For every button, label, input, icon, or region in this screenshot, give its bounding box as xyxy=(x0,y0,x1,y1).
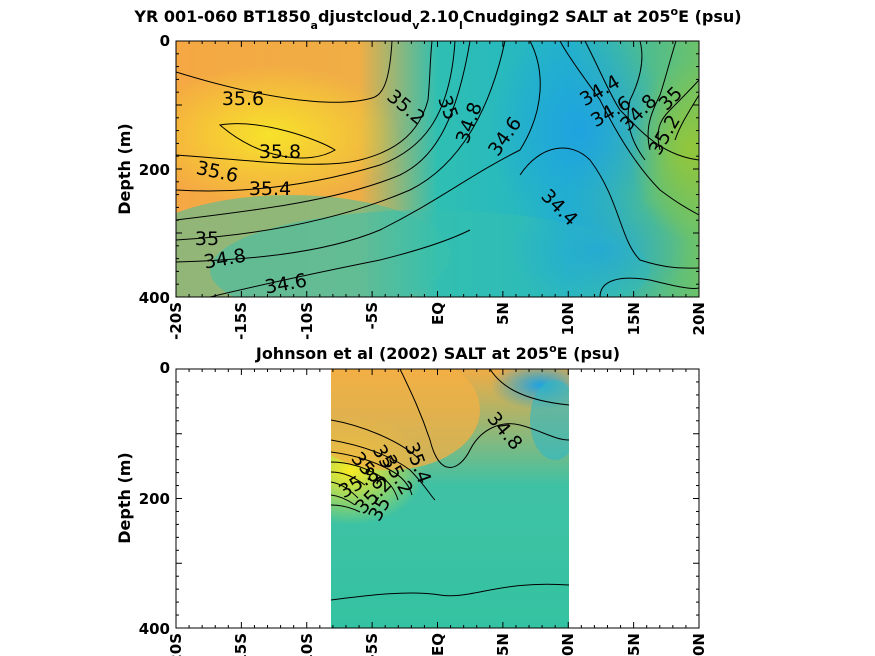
panel-2-ytick: 400 xyxy=(139,620,170,638)
panel-2-xtick: EQ xyxy=(429,633,447,656)
panel-1-xtick: -15S xyxy=(232,302,250,340)
panel-2-xtick: -20S xyxy=(167,633,185,656)
contour-label: 35.8 xyxy=(259,141,301,163)
panel-1-xtick: 15N xyxy=(625,302,643,335)
panel-2-xtick: 15N xyxy=(625,633,643,656)
panel-1-xticklabels: -20S -15S -10S -5S EQ 5N 10N 15N 20N xyxy=(167,302,708,340)
panel-2-heatmap xyxy=(331,369,569,628)
panel-1-xtick: EQ xyxy=(429,302,447,325)
contour-label: 35 xyxy=(195,228,219,250)
panel-2-contours xyxy=(331,369,569,601)
panel-2: Johnson et al (2002) SALT at 205oE (psu)… xyxy=(115,342,708,656)
contour-label: 35.4 xyxy=(249,178,291,200)
panel-1-xtick: 20N xyxy=(690,302,708,335)
panel-1-ytick: 200 xyxy=(139,161,170,179)
panel-1-ticks xyxy=(175,40,700,298)
panel-2-xtick: 10N xyxy=(559,633,577,656)
panel-2-xticklabels: -20S -15S -10S -5S EQ 5N 10N 15N 20N xyxy=(167,633,708,656)
panel-1-xtick: 5N xyxy=(494,302,512,325)
panel-1: YR 001-060 BT1850adjustcloudv2.10lCnudgi… xyxy=(115,5,742,340)
panel-2-ylabel: Depth (m) xyxy=(115,452,134,544)
panel-2-ticks xyxy=(175,368,700,629)
panel-1-ytick: 400 xyxy=(139,289,170,307)
panel-1-xtick: -20S xyxy=(167,302,185,340)
panel-1-xtick: -10S xyxy=(298,302,316,340)
panel-2-xtick: -10S xyxy=(298,633,316,656)
panel-1-ytick: 0 xyxy=(160,32,170,50)
panel-1-title: YR 001-060 BT1850adjustcloudv2.10lCnudgi… xyxy=(133,5,741,32)
panel-2-xtick: 5N xyxy=(494,633,512,656)
panel-1-ylabel: Depth (m) xyxy=(115,123,134,215)
panel-1-heatmap xyxy=(176,41,699,297)
panel-2-title: Johnson et al (2002) SALT at 205oE (psu) xyxy=(255,342,620,363)
panel-1-contours xyxy=(176,41,699,297)
panel-1-xtick: -5S xyxy=(363,302,381,329)
panel-1-xtick: 10N xyxy=(559,302,577,335)
contour-label: 35.6 xyxy=(222,88,264,110)
panel-2-xtick: -5S xyxy=(363,633,381,656)
panel-2-xtick: 20N xyxy=(690,633,708,656)
panel-2-ytick: 200 xyxy=(139,490,170,508)
panel-2-xtick: -15S xyxy=(232,633,250,656)
panel-2-ytick: 0 xyxy=(160,359,170,377)
